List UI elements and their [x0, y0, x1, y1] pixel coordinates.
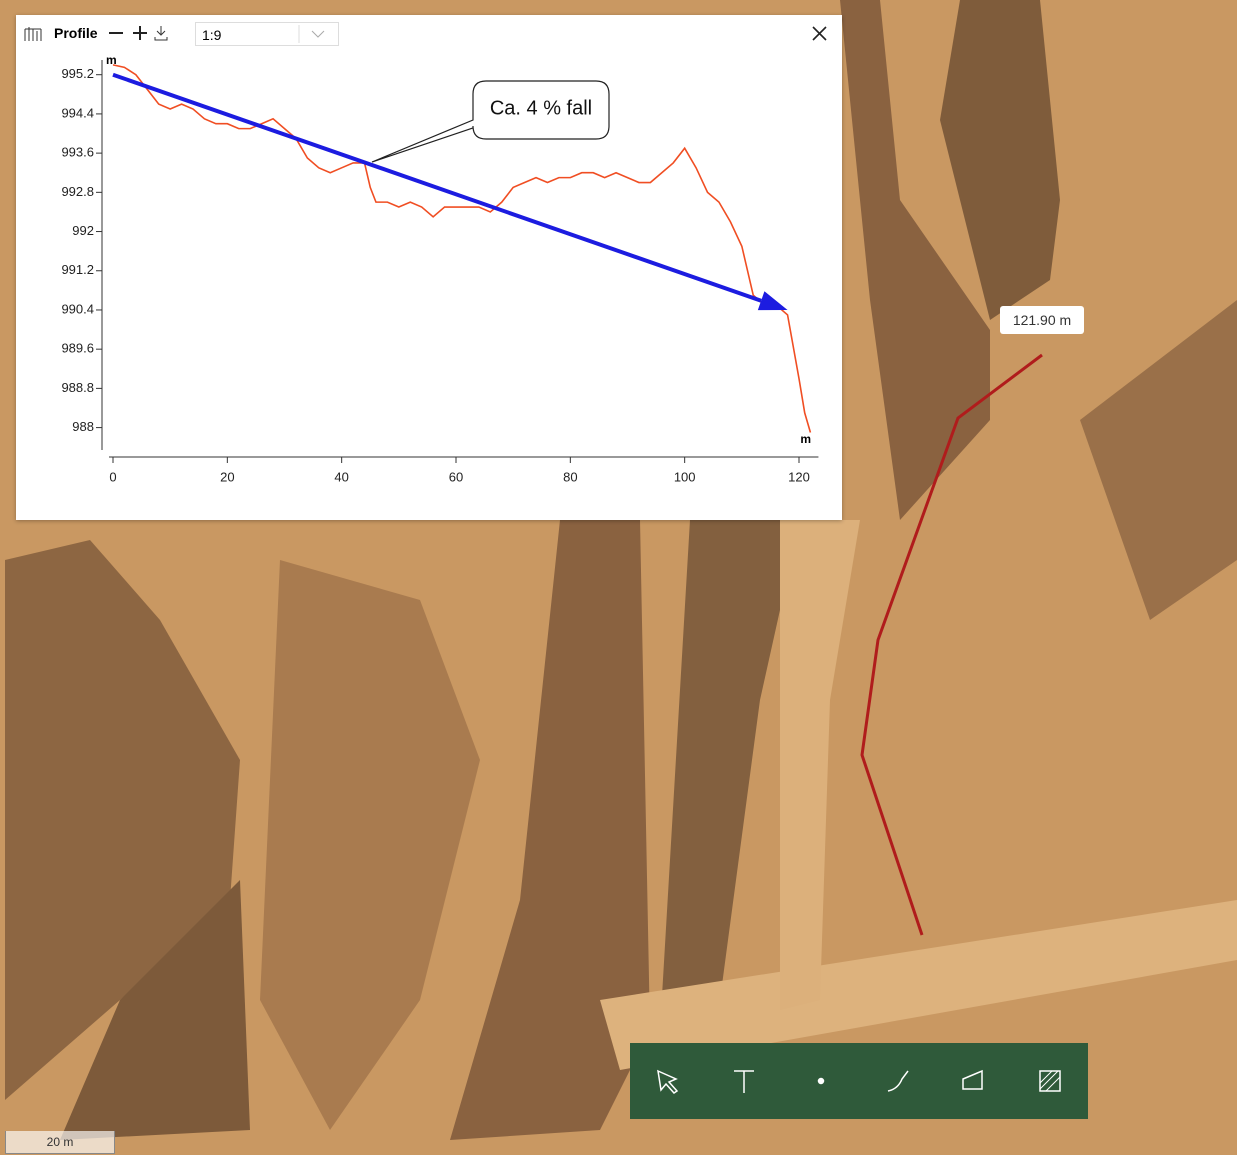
y-tick-label: 988.8: [61, 380, 94, 395]
profile-line: [113, 65, 810, 433]
toolbar: [630, 1043, 1088, 1119]
x-tick-label: 60: [449, 469, 463, 484]
x-tick-label: 20: [220, 469, 234, 484]
x-tick-label: 80: [563, 469, 577, 484]
y-tick-label: 994.4: [61, 105, 94, 120]
select-tool[interactable]: [658, 1071, 677, 1093]
y-tick-label: 991.2: [61, 262, 94, 277]
x-tick-label: 0: [109, 469, 116, 484]
y-tick-label: 992.8: [61, 184, 94, 199]
screen: 121.90 m Profile 1:9 mm995.2994.4993.699…: [0, 0, 1237, 1155]
line-tool[interactable]: [888, 1071, 908, 1091]
scale-bar: 20 m: [5, 1131, 115, 1154]
y-tick-label: 989.6: [61, 341, 94, 356]
x-tick-label: 120: [788, 469, 810, 484]
polygon-tool[interactable]: [963, 1071, 982, 1089]
profile-chart: mm995.2994.4993.6992.8992991.2990.4989.6…: [0, 0, 842, 520]
y-tick-label: 993.6: [61, 145, 94, 160]
callout-text: Ca. 4 % fall: [490, 97, 592, 119]
x-tick-label: 40: [334, 469, 348, 484]
trend-arrow-head: [758, 291, 788, 310]
y-tick-label: 995.2: [61, 66, 94, 81]
x-tick-label: 100: [674, 469, 696, 484]
text-tool[interactable]: [734, 1071, 754, 1093]
callout-box: [372, 81, 609, 162]
distance-tooltip: 121.90 m: [1000, 306, 1084, 334]
y-tick-label: 988: [72, 419, 94, 434]
point-tool[interactable]: [819, 1079, 824, 1084]
area-tool[interactable]: [1040, 1071, 1060, 1091]
trend-arrow: [113, 75, 761, 301]
y-tick-label: 992: [72, 223, 94, 238]
toolbar-icons: [630, 1043, 1088, 1119]
y-tick-label: 990.4: [61, 301, 94, 316]
x-axis-unit: m: [800, 432, 811, 446]
